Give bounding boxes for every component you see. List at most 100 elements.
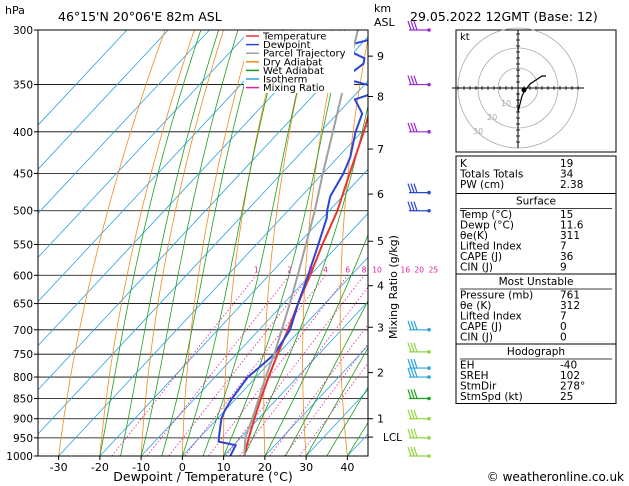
barb-station	[427, 366, 431, 370]
barb-flag	[407, 342, 412, 353]
hodograph-unit-label: kt	[460, 32, 470, 43]
barb-flag	[407, 428, 412, 439]
barb-flag	[413, 409, 418, 419]
section-row-label: CIN (J)	[460, 332, 493, 344]
legend-entry: Temperature	[262, 32, 326, 43]
section-row-value: 7	[560, 241, 567, 253]
section-row-value: 102	[560, 370, 580, 382]
height-tick-label: 5	[377, 235, 384, 248]
pressure-tick-label: 650	[13, 299, 33, 311]
barb-flag	[410, 446, 415, 457]
hodograph-ring-label: 10	[501, 99, 511, 108]
mixing-ratio-value: 10	[372, 265, 382, 274]
wind-barb	[407, 183, 431, 195]
mixing-ratio-line	[239, 286, 368, 456]
barb-flag	[413, 446, 418, 457]
wind-barb	[407, 389, 431, 401]
background-lines	[38, 30, 368, 456]
section-row-value: 312	[560, 300, 580, 312]
isotherm	[140, 212, 368, 456]
mixing-ratio-line	[146, 275, 291, 456]
wet-adiabat	[326, 386, 368, 456]
barb-flag	[410, 122, 415, 132]
pressure-tick-label: 800	[13, 372, 33, 384]
barb-flag	[413, 358, 418, 369]
height-tick-label: 3	[377, 321, 384, 334]
series-parcel-trajectory	[243, 30, 359, 456]
sounding-series	[217, 30, 368, 456]
mixing-ratio-line	[299, 362, 368, 456]
section-row-label: CAPE (J)	[460, 251, 502, 263]
hodograph-trace	[517, 75, 546, 113]
height-tick-label: 6	[377, 188, 384, 201]
section-title: Hodograph	[507, 346, 565, 358]
section-row-label: Lifted Index	[460, 311, 522, 323]
barb-flag	[407, 183, 412, 193]
section-row-label: StmSpd (kt)	[460, 391, 523, 403]
index-value: 19	[560, 158, 573, 170]
isotherm	[38, 30, 169, 170]
barb-flag	[410, 320, 415, 330]
barb-station	[427, 208, 431, 213]
isotherm	[38, 36, 368, 391]
barb-flag	[410, 75, 415, 85]
pressure-tick-label: 300	[13, 25, 33, 37]
dry-adiabat	[99, 30, 195, 456]
mixing-ratio-value: 2	[287, 265, 292, 274]
height-tick-label: 8	[377, 90, 384, 103]
pressure-tick-label: 550	[13, 239, 33, 251]
datetime-label: 29.05.2022 12GMT (Base: 12)	[410, 9, 598, 24]
index-value: 34	[560, 169, 574, 181]
barb-flag	[407, 409, 412, 419]
barb-flag	[410, 389, 415, 399]
x-axis-label: Dewpoint / Temperature (°C)	[113, 469, 292, 484]
wind-barb	[407, 428, 431, 440]
section-row-value: 25	[560, 391, 573, 403]
wet-adiabat	[120, 30, 220, 456]
pressure-tick-label: 500	[13, 206, 33, 218]
section-row-label: SREH	[460, 370, 489, 382]
legend-entry: Mixing Ratio	[263, 83, 325, 94]
mixing-ratio-line	[225, 275, 365, 456]
mixing-ratio-line	[284, 342, 368, 456]
mixing-ratio-line	[208, 275, 349, 456]
wind-barb	[407, 358, 431, 370]
legend-entry: Dry Adiabat	[263, 57, 322, 68]
barb-flag	[407, 389, 412, 399]
isotherm	[38, 30, 128, 126]
pressure-tick-label: 350	[13, 80, 33, 92]
dry-adiabat	[182, 30, 254, 456]
temperature-tick-label: 20	[258, 461, 272, 474]
barb-station	[427, 129, 431, 134]
section-row-value: 761	[560, 290, 580, 302]
barb-flag	[410, 201, 415, 211]
wet-adiabat	[223, 30, 345, 456]
pressure-tick-label: 1000	[6, 451, 33, 463]
section-title: Most Unstable	[499, 276, 574, 288]
wind-barb	[407, 446, 431, 458]
hodograph-ring-label: 30	[473, 127, 483, 136]
barb-flag	[410, 358, 415, 369]
indices-section	[455, 343, 617, 404]
barb-station	[427, 454, 431, 458]
height-tick-label: 9	[377, 50, 384, 63]
indices-section	[455, 273, 617, 345]
isotherm	[38, 30, 251, 259]
pressure-tick-label: 900	[13, 414, 33, 426]
isotherm	[38, 80, 368, 435]
barb-flag	[413, 389, 418, 399]
km-unit-label: km	[374, 2, 391, 15]
temperature-tick-label: -10	[132, 461, 150, 474]
section-row-label: CIN (J)	[460, 262, 493, 274]
temperature-tick-label: -20	[91, 461, 109, 474]
height-tick-label: 7	[377, 143, 384, 156]
hpa-unit-label: hPa	[5, 4, 25, 17]
wind-barb	[407, 409, 431, 421]
isotherm	[58, 124, 368, 456]
barb-station	[427, 416, 431, 421]
section-row-label: Dewp (°C)	[460, 220, 514, 232]
isotherm	[264, 345, 368, 456]
temperature-tick-label: -30	[50, 461, 68, 474]
wet-adiabat	[140, 30, 239, 456]
wet-adiabat	[264, 233, 368, 456]
